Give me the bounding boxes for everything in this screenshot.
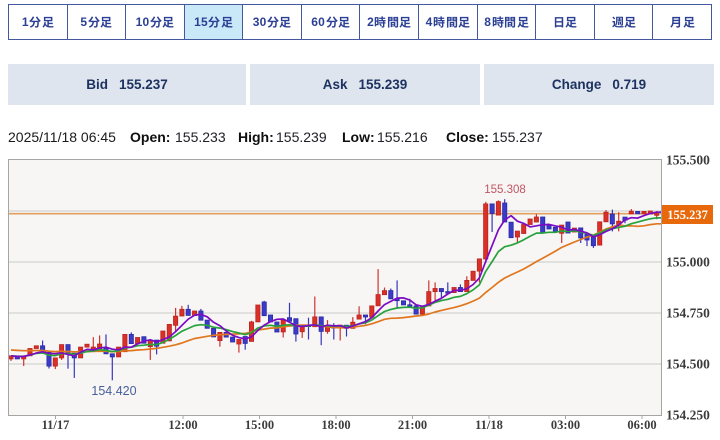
svg-text:155.308: 155.308 <box>484 184 526 196</box>
svg-text:154.500: 154.500 <box>666 357 710 372</box>
svg-text:11/17: 11/17 <box>42 418 70 432</box>
svg-text:155.500: 155.500 <box>666 153 710 168</box>
svg-text:03:00: 03:00 <box>551 418 580 432</box>
svg-text:18:00: 18:00 <box>321 418 350 432</box>
svg-text:154.420: 154.420 <box>91 384 136 398</box>
svg-text:154.250: 154.250 <box>666 408 710 423</box>
svg-text:155.237: 155.237 <box>667 208 708 222</box>
svg-text:06:00: 06:00 <box>627 418 656 432</box>
svg-text:12:00: 12:00 <box>168 418 197 432</box>
svg-text:15:00: 15:00 <box>245 418 274 432</box>
svg-text:21:00: 21:00 <box>398 418 427 432</box>
svg-text:154.750: 154.750 <box>666 306 710 321</box>
svg-text:155.000: 155.000 <box>666 255 710 270</box>
svg-text:11/18: 11/18 <box>475 418 503 432</box>
